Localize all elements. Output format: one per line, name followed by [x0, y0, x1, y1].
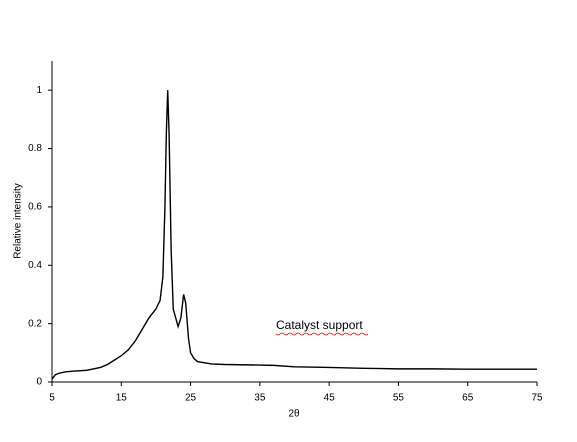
y-tick-label: 0.8	[28, 143, 42, 154]
y-tick-label: 0.2	[28, 318, 42, 329]
data-line	[51, 90, 537, 380]
x-tick-label: 75	[531, 393, 543, 404]
x-tick-label: 45	[324, 393, 336, 404]
y-tick-label: 0.4	[28, 260, 42, 271]
y-axis-label: Relative intensity	[13, 183, 24, 259]
x-tick-label: 35	[254, 393, 266, 404]
x-tick-label: 25	[185, 393, 197, 404]
annotation: Catalyst support	[276, 318, 363, 332]
x-tick-label: 55	[393, 393, 405, 404]
x-axis-label: 2θ	[288, 409, 300, 420]
y-tick-label: 0.6	[28, 202, 42, 213]
y-tick-label: 0	[36, 377, 42, 388]
y-tick-label: 1	[36, 85, 42, 96]
x-tick-label: 5	[49, 393, 55, 404]
x-tick-label: 65	[462, 393, 474, 404]
x-tick-label: 15	[116, 393, 128, 404]
spell-underline	[275, 332, 369, 336]
